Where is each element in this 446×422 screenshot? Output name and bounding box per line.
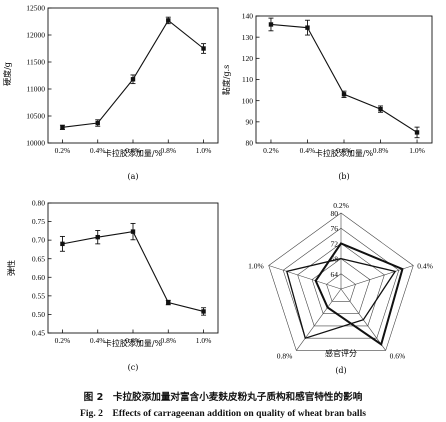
panel-a-ytick-label: 10500 (26, 112, 45, 121)
panel-a-xtick-label: 0.2% (55, 146, 71, 155)
panel-a-ytick-label: 12000 (26, 31, 45, 40)
panel-b-data-point (305, 25, 309, 29)
panel-d-axis-label: 0.2% (333, 201, 349, 210)
panel-b-ytick-label: 100 (242, 96, 254, 105)
panel-a-xtick-label: 1.0% (196, 146, 212, 155)
panel-b-ytick-label: 120 (242, 54, 254, 63)
panel-d-axis-label: 0.4% (417, 262, 433, 271)
panel-c-plot-frame (48, 203, 218, 333)
panel-c-panel-label: (c) (128, 363, 139, 372)
panel-b-x-axis-label: 卡拉胶添加量/% (315, 148, 374, 158)
panel-a-data-point (166, 18, 170, 22)
panel-b-ytick-label: 80 (246, 139, 254, 148)
panel-c-data-point (166, 300, 170, 304)
panel-b-xtick-label: 0.8% (373, 146, 389, 155)
panel-d-panel-label: (d) (335, 366, 346, 375)
panel-a-ytick-label: 12500 (26, 4, 45, 13)
panel-d-ring-label: 64 (331, 270, 339, 279)
panel-b-data-point (415, 130, 419, 134)
panel-a-panel-label: (a) (127, 172, 138, 181)
panel-d-axis-label: 1.0% (248, 262, 264, 271)
panel-d-series-1-polygon (316, 243, 403, 344)
panel-c-series-line (62, 232, 203, 312)
panel-b-data-point (378, 107, 382, 111)
panel-c-ytick-label: 0.75 (32, 217, 45, 226)
panel-c-x-axis-label: 卡拉胶添加量/% (104, 338, 163, 348)
panel-b-data-point (269, 22, 273, 26)
panel-a-ytick-label: 11500 (27, 58, 46, 67)
panel-c-xtick-label: 0.2% (55, 336, 71, 345)
panel-d-ring-label: 72 (331, 239, 339, 248)
panel-b-ytick-label: 90 (246, 117, 254, 126)
panel-a-x-axis-label: 卡拉胶添加量/% (104, 148, 163, 158)
panel-b-ytick-label: 110 (242, 75, 253, 84)
panel-c-data-point (60, 242, 64, 246)
panel-a-xtick-label: 0.8% (160, 146, 176, 155)
panel-c-ytick-label: 0.45 (32, 329, 45, 338)
panel-c-xtick-label: 1.0% (196, 336, 212, 345)
panel-d-ring-label: 80 (331, 209, 339, 218)
panel-b-ytick-label: 130 (242, 33, 254, 42)
panel-d-ring-label: 76 (331, 224, 339, 233)
panel-c-y-axis-label: 弹性 (6, 260, 16, 276)
panel-c-ytick-label: 0.50 (32, 310, 45, 319)
panel-d-axis-label: 0.8% (277, 351, 293, 360)
panel-c-ytick-label: 0.60 (32, 273, 45, 282)
panel-c-data-point (96, 235, 100, 239)
panel-c-ytick-label: 0.65 (32, 254, 45, 263)
panel-c-ytick-label: 0.70 (32, 236, 45, 245)
panel-b-ytick-label: 140 (242, 12, 254, 21)
panel-b-xtick-label: 0.4% (300, 146, 316, 155)
panel-b-series-line (271, 24, 417, 132)
panel-a-ytick-label: 10000 (26, 139, 45, 148)
panel-d-x-axis-label: 感官评分 (325, 348, 357, 358)
panel-c-elasticity-chart: 0.450.500.550.600.650.700.750.800.2% 0.4%… (6, 199, 218, 372)
panel-b-panel-label: (b) (338, 172, 349, 181)
panel-a-data-point (60, 125, 64, 129)
panel-a-data-point (131, 77, 135, 81)
figure-caption-en: Fig. 2 Effects of carrageenan addition o… (0, 405, 446, 419)
panel-b-xtick-label: 1.0% (409, 146, 425, 155)
panel-c-data-point (131, 229, 135, 233)
panel-b-plot-frame (256, 16, 432, 143)
panel-b-xtick-label: 0.2% (263, 146, 279, 155)
panel-a-data-point (201, 46, 205, 50)
panel-b-y-axis-label: 黏度/g.s (221, 65, 231, 95)
panel-a-data-point (96, 121, 100, 125)
panel-d-axis-label: 0.6% (390, 351, 406, 360)
panel-c-ytick-label: 0.55 (32, 291, 45, 300)
panel-d-spoke (296, 289, 341, 350)
panel-c-ytick-label: 0.80 (32, 199, 45, 208)
panel-c-data-point (201, 309, 205, 313)
panel-b-data-point (342, 92, 346, 96)
panel-a-ytick-label: 11000 (27, 85, 46, 94)
panel-a-y-axis-label: 硬度/g (2, 62, 12, 86)
panel-c-xtick-label: 0.8% (160, 336, 176, 345)
panel-a-series-line (62, 20, 203, 127)
figure-caption-zh: 图 2 卡拉胶添加量对富含小麦麸皮粉丸子质构和感官特性的影响 (0, 389, 446, 403)
